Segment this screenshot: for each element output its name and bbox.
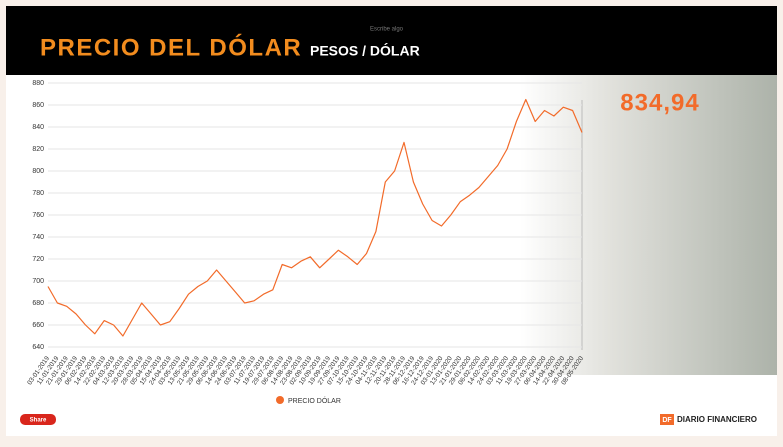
y-tick-label: 780 bbox=[32, 190, 44, 197]
header-bar bbox=[6, 6, 777, 75]
share-label[interactable]: Share bbox=[30, 418, 47, 424]
brand-badge bbox=[660, 414, 674, 425]
brand-name: DIARIO FINANCIERO bbox=[677, 415, 757, 424]
y-tick-label: 820 bbox=[32, 146, 44, 153]
chart-subtitle: PESOS / DÓLAR bbox=[310, 42, 420, 59]
y-tick-label: 640 bbox=[32, 344, 44, 351]
banknote-image bbox=[520, 75, 777, 375]
chart-title: PRECIO DEL DÓLAR bbox=[40, 33, 302, 61]
y-tick-label: 880 bbox=[32, 80, 44, 87]
y-tick-label: 740 bbox=[32, 234, 44, 241]
current-value: 834,94 bbox=[620, 89, 699, 116]
annotation: Escribe algo bbox=[370, 27, 404, 33]
legend-label: PRECIO DÓLAR bbox=[288, 396, 341, 405]
y-tick-label: 680 bbox=[32, 300, 44, 307]
brand-mark: DF bbox=[662, 417, 672, 424]
y-tick-label: 800 bbox=[32, 168, 44, 175]
data-line bbox=[47, 98, 583, 337]
plot-area: 6406606807007207407607808008208408608800… bbox=[26, 80, 585, 387]
y-tick-label: 840 bbox=[32, 124, 44, 131]
y-tick-label: 700 bbox=[32, 278, 44, 285]
y-tick-label: 760 bbox=[32, 212, 44, 219]
share-button[interactable] bbox=[20, 414, 56, 425]
y-tick-label: 660 bbox=[32, 322, 44, 329]
legend-marker bbox=[276, 396, 284, 404]
y-tick-label: 860 bbox=[32, 102, 44, 109]
y-tick-label: 720 bbox=[32, 256, 44, 263]
